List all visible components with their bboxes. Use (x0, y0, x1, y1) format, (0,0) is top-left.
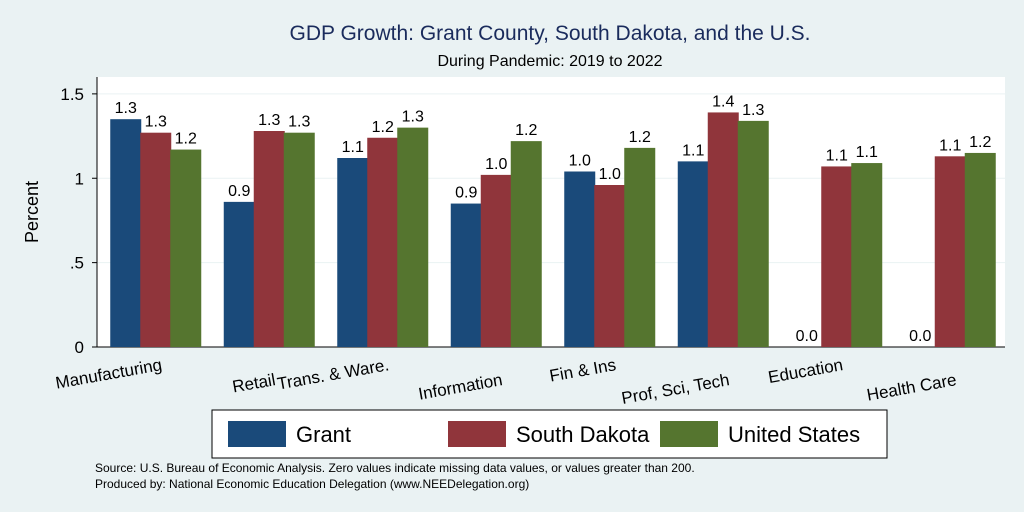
bar-value-label: 1.2 (515, 122, 537, 139)
bar-south-dakota (140, 132, 172, 347)
legend-swatch-united-states (660, 421, 718, 447)
bar-grant (337, 158, 369, 347)
bar-south-dakota (594, 185, 626, 347)
bar-value-label: 1.0 (569, 153, 591, 170)
x-category-label: Prof, Sci, Tech (620, 370, 731, 408)
x-category-label: Retail (231, 370, 277, 396)
source-note: Source: U.S. Bureau of Economic Analysis… (95, 461, 695, 475)
legend-label: United States (728, 422, 860, 447)
bar-united-states (737, 120, 769, 347)
bar-united-states (397, 127, 429, 347)
bar-value-label: 1.4 (712, 93, 734, 110)
x-category-label: Education (767, 355, 845, 387)
bar-south-dakota (707, 112, 739, 347)
bar-south-dakota (934, 156, 966, 347)
chart-title: GDP Growth: Grant County, South Dakota, … (290, 22, 811, 45)
bar-grant (677, 161, 709, 347)
legend-label: South Dakota (516, 422, 650, 447)
bar-united-states (964, 152, 996, 347)
bar-value-label: 1.3 (258, 112, 280, 129)
bar-united-states (510, 141, 542, 347)
y-axis: 0 .5 1 1.5 (60, 77, 1005, 357)
producer-note: Produced by: National Economic Education… (95, 477, 529, 491)
bar-value-label: 1.1 (826, 147, 848, 164)
bar-value-label: 1.3 (145, 114, 167, 131)
bar-value-label: 1.1 (342, 139, 364, 156)
bar-value-label: 1.3 (742, 102, 764, 119)
y-tick-label: 1 (75, 169, 84, 188)
bar-south-dakota (253, 131, 285, 347)
y-axis-label: Percent (22, 181, 42, 243)
x-category-label: Trans. & Ware. (276, 355, 391, 393)
x-category-label: Manufacturing (54, 355, 163, 392)
bar-value-label: 1.1 (682, 142, 704, 159)
bar-south-dakota (480, 174, 512, 347)
bar-grant (223, 201, 255, 347)
bar-south-dakota (821, 166, 853, 347)
x-category-label: Information (417, 370, 504, 403)
legend-label: Grant (296, 422, 351, 447)
legend-swatch-south-dakota (448, 421, 506, 447)
bar-value-label: 1.0 (599, 166, 621, 183)
bar-value-label: 1.1 (939, 137, 961, 154)
bar-grant (450, 203, 482, 347)
bar-value-label: 1.2 (372, 119, 394, 136)
x-category-label: Health Care (865, 370, 958, 404)
bar-value-label: 1.1 (856, 144, 878, 161)
bar-value-label: 1.0 (485, 156, 507, 173)
bar-grant (110, 119, 142, 347)
y-tick-label: 0 (75, 338, 84, 357)
bar-value-label: 0.0 (796, 328, 818, 345)
legend: Grant South Dakota United States (211, 409, 888, 459)
bar-value-label: 1.3 (402, 109, 424, 126)
bar-value-label: 1.2 (629, 129, 651, 146)
bar-value-label: 0.9 (455, 185, 477, 202)
bar-south-dakota (367, 137, 399, 347)
bar-grant (564, 171, 596, 347)
chart-subtitle: During Pandemic: 2019 to 2022 (437, 53, 662, 70)
bar-value-label: 0.9 (228, 183, 250, 200)
bar-value-label: 1.2 (969, 134, 991, 151)
bars (110, 112, 996, 347)
bar-value-label: 0.0 (909, 328, 931, 345)
bar-value-label: 1.2 (175, 131, 197, 148)
legend-box (211, 409, 888, 459)
legend-swatch-grant (228, 421, 286, 447)
bar-united-states (283, 132, 315, 347)
bar-value-label: 1.3 (115, 100, 137, 117)
x-category-label: Fin & Ins (548, 355, 617, 385)
y-tick-label: 1.5 (60, 85, 84, 104)
y-tick-label: .5 (70, 254, 84, 273)
bar-united-states (624, 147, 656, 347)
bar-united-states (851, 163, 883, 347)
bar-united-states (170, 149, 202, 347)
bar-labels: 1.3 1.3 1.2 0.9 1.3 1.3 1.1 1.2 1.3 0.9 1.0 1.2 1.0 1… (115, 93, 992, 345)
bar-value-label: 1.3 (288, 114, 310, 131)
